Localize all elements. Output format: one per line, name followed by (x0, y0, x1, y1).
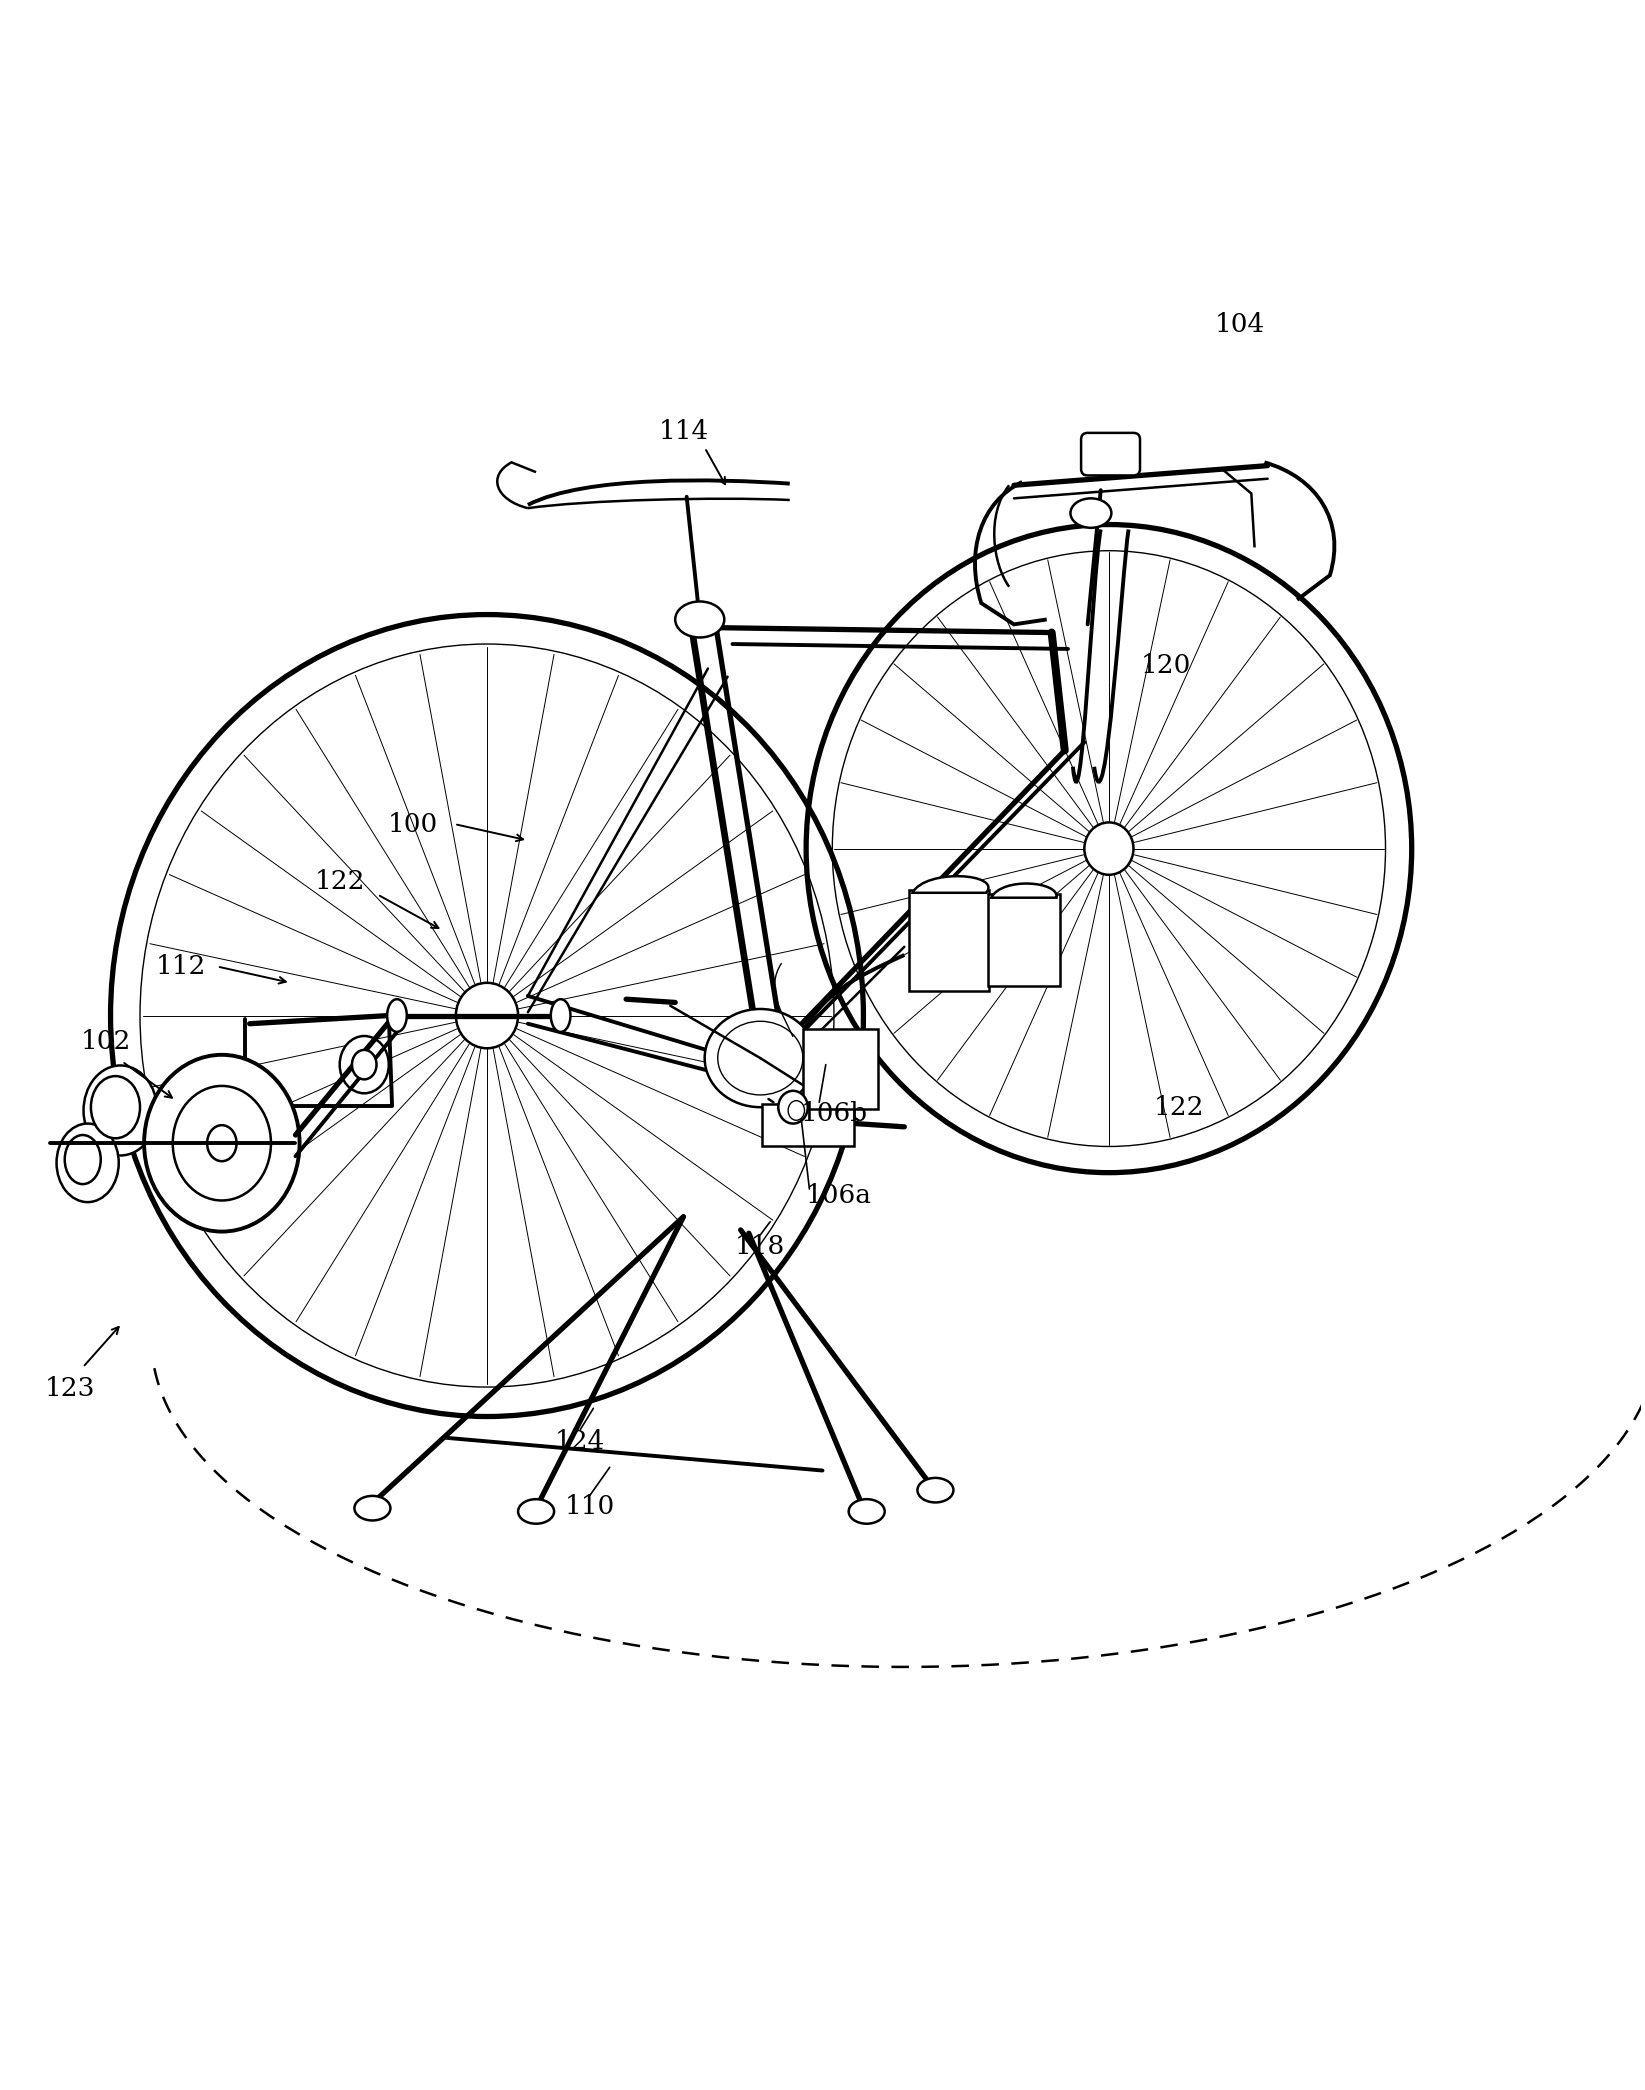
Ellipse shape (173, 1087, 271, 1200)
Ellipse shape (717, 1022, 803, 1095)
FancyBboxPatch shape (762, 1104, 854, 1147)
Text: 104: 104 (1214, 311, 1265, 336)
Text: 122: 122 (314, 869, 365, 895)
Ellipse shape (207, 1124, 237, 1162)
Text: 106a: 106a (806, 1183, 872, 1208)
Ellipse shape (704, 1009, 816, 1108)
Ellipse shape (674, 602, 724, 637)
Ellipse shape (339, 1037, 388, 1093)
Text: 123: 123 (44, 1375, 95, 1400)
Ellipse shape (788, 1101, 804, 1120)
Text: 122: 122 (1155, 1095, 1204, 1120)
Text: 114: 114 (658, 418, 709, 443)
Ellipse shape (849, 1499, 885, 1524)
Ellipse shape (778, 1091, 808, 1124)
Ellipse shape (145, 1055, 299, 1231)
Ellipse shape (90, 1076, 140, 1139)
Ellipse shape (918, 1478, 954, 1503)
PathPatch shape (913, 876, 989, 892)
Ellipse shape (354, 1496, 390, 1519)
FancyBboxPatch shape (987, 895, 1059, 986)
Ellipse shape (518, 1499, 554, 1524)
FancyBboxPatch shape (910, 890, 989, 991)
Ellipse shape (456, 982, 518, 1049)
Text: 124: 124 (554, 1430, 605, 1453)
Text: 100: 100 (388, 811, 439, 836)
Ellipse shape (64, 1135, 100, 1185)
FancyBboxPatch shape (803, 1028, 878, 1110)
Ellipse shape (551, 999, 571, 1032)
PathPatch shape (990, 884, 1056, 899)
Ellipse shape (84, 1066, 158, 1156)
FancyBboxPatch shape (1081, 433, 1140, 474)
Text: 110: 110 (564, 1494, 615, 1519)
Text: 118: 118 (735, 1233, 785, 1258)
Text: 102: 102 (81, 1028, 132, 1053)
Ellipse shape (56, 1124, 118, 1202)
Ellipse shape (1084, 821, 1133, 876)
Ellipse shape (1071, 497, 1112, 529)
Text: 112: 112 (156, 953, 206, 978)
Text: 120: 120 (1142, 652, 1191, 677)
Text: 106b: 106b (801, 1101, 867, 1127)
Ellipse shape (387, 999, 406, 1032)
Ellipse shape (352, 1049, 377, 1078)
